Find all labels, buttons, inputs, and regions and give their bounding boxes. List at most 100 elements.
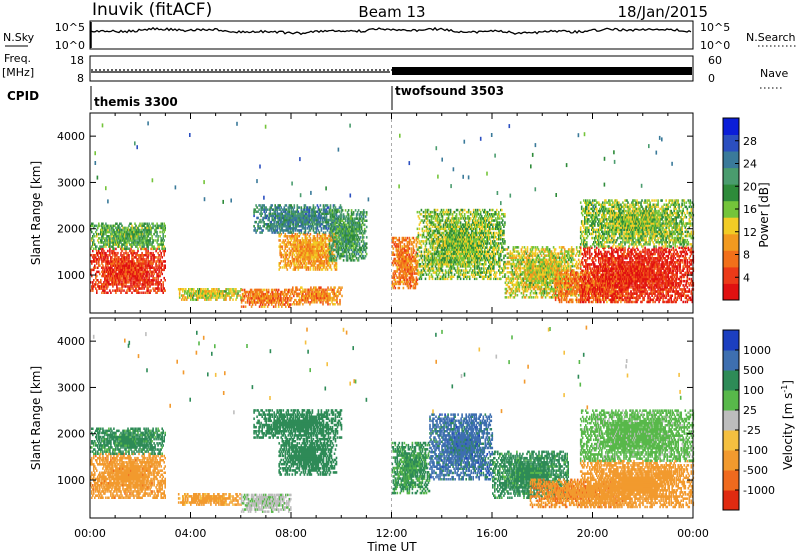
data-cell [225,294,227,297]
data-cell [130,247,132,251]
noise-trace [90,22,692,48]
data-cell [230,288,232,291]
data-cell [247,294,250,298]
data-cell [140,279,142,282]
data-cell [111,239,113,242]
data-cell [232,288,234,291]
data-cell [146,243,148,246]
data-cell [137,232,139,236]
data-cell [256,294,259,298]
data-cell [127,260,129,263]
data-cell [121,239,123,242]
data-cell [126,232,128,236]
data-cell [124,241,126,244]
data-cell [114,258,116,261]
data-cell [140,258,142,261]
data-cell [249,297,252,300]
data-cell [123,232,125,236]
data-cell [153,245,155,248]
data-cell [123,239,125,242]
data-cell [264,297,267,300]
data-cell [120,230,122,234]
data-cell [143,222,145,225]
data-cell [189,290,191,293]
data-cell [134,279,136,282]
data-cell [287,303,289,306]
data-cell [251,301,254,304]
data-cell [93,268,95,272]
data-cell [273,292,276,296]
data-cell [135,254,137,257]
data-cell [103,281,105,284]
data-cell [191,296,193,299]
data-cell [104,279,106,282]
data-cell [97,283,99,286]
data-cell [410,284,413,288]
data-cell [96,258,98,261]
data-cell [334,286,336,289]
data-cell [133,281,135,284]
data-cell [224,290,226,293]
data-cell [164,228,166,232]
data-cell [144,266,146,269]
data-cell [117,266,119,269]
data-cell [143,268,145,272]
data-cell [121,245,123,248]
data-cell [271,299,274,302]
data-cell [127,232,129,236]
data-cell [106,291,108,294]
data-cell [270,290,273,294]
data-cell [153,254,155,257]
data-cell [156,239,158,242]
data-cell [109,274,111,278]
data-cell [195,290,197,293]
data-cell [141,226,143,230]
data-cell [134,281,136,284]
data-cell [314,237,317,240]
data-cell [113,239,115,242]
data-cell [272,301,275,304]
data-cell [210,296,212,299]
data-cell [127,287,129,290]
data-cell [107,272,109,276]
data-cell [418,227,421,231]
data-cell [259,290,262,294]
data-cell [129,268,131,272]
data-cell [129,276,131,280]
data-cell [138,266,140,269]
data-cell [155,262,157,265]
data-cell [139,276,141,280]
data-cell [126,241,128,244]
data-cell [115,260,117,263]
data-cell [107,268,109,272]
data-cell [163,264,165,267]
data-cell [111,268,113,272]
data-cell [140,235,142,238]
data-cell [232,298,234,301]
data-cell [163,287,165,290]
data-cell [108,243,110,246]
data-cell [218,296,220,299]
data-cell [102,251,104,255]
data-cell [157,235,159,238]
data-cell [279,239,281,242]
data-cell [134,264,136,267]
data-cell [104,258,106,261]
data-cell [298,206,301,209]
data-cell [114,224,116,228]
data-cell [131,285,133,288]
data-cell [123,243,125,246]
data-cell [123,260,125,263]
data-cell [268,299,271,302]
data-cell [127,266,129,269]
data-cell [314,266,317,269]
data-cell [129,232,131,236]
data-cell [247,297,250,300]
data-cell [281,301,283,304]
data-cell [283,292,285,296]
data-cell [246,290,249,294]
data-cell [102,270,104,274]
data-cell [228,292,230,295]
data-cell [135,262,137,265]
